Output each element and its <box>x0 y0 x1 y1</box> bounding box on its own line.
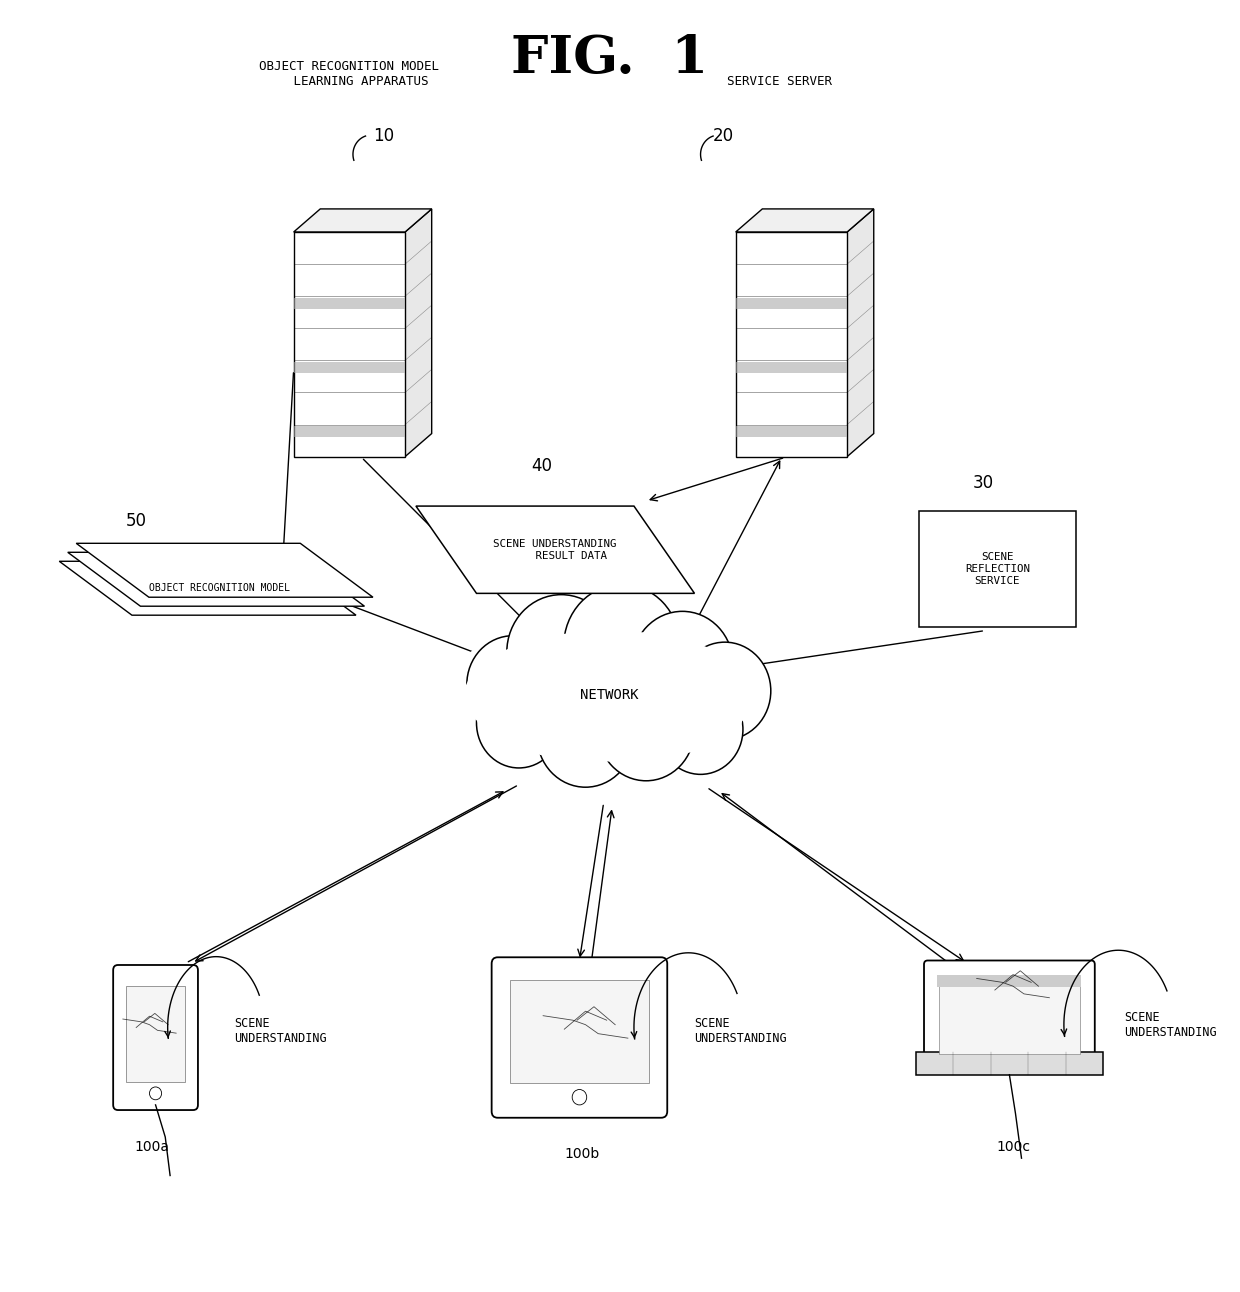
Ellipse shape <box>465 630 755 758</box>
FancyBboxPatch shape <box>491 957 667 1118</box>
Circle shape <box>631 611 733 720</box>
Text: 100c: 100c <box>996 1141 1030 1154</box>
Bar <box>294 297 405 309</box>
Polygon shape <box>405 209 432 456</box>
Circle shape <box>537 685 634 787</box>
Text: SCENE
UNDERSTANDING: SCENE UNDERSTANDING <box>234 1017 327 1045</box>
Text: 10: 10 <box>373 128 394 146</box>
Polygon shape <box>735 209 874 233</box>
Circle shape <box>678 642 771 740</box>
Circle shape <box>507 594 616 711</box>
Circle shape <box>476 678 562 767</box>
Circle shape <box>564 584 680 708</box>
Polygon shape <box>847 209 874 456</box>
Text: 40: 40 <box>531 457 552 475</box>
Bar <box>294 362 405 373</box>
Bar <box>735 233 847 456</box>
Text: SCENE
UNDERSTANDING: SCENE UNDERSTANDING <box>694 1017 787 1045</box>
FancyBboxPatch shape <box>924 960 1095 1068</box>
Polygon shape <box>294 209 432 233</box>
Circle shape <box>598 678 694 780</box>
Bar <box>915 1052 1104 1075</box>
Circle shape <box>658 685 743 774</box>
Text: SCENE
UNDERSTANDING: SCENE UNDERSTANDING <box>1125 1010 1218 1039</box>
Bar <box>937 974 1081 987</box>
Ellipse shape <box>476 672 743 761</box>
Text: SCENE
REFLECTION
SERVICE: SCENE REFLECTION SERVICE <box>965 553 1029 585</box>
Text: SERVICE SERVER: SERVICE SERVER <box>727 75 832 88</box>
Polygon shape <box>60 561 356 615</box>
Polygon shape <box>68 552 365 606</box>
Text: 30: 30 <box>973 474 994 492</box>
Bar <box>919 512 1076 627</box>
Circle shape <box>572 1089 587 1105</box>
Bar <box>939 977 1080 1054</box>
FancyBboxPatch shape <box>113 965 198 1110</box>
Bar <box>735 362 847 373</box>
Bar <box>510 981 649 1083</box>
Text: 100b: 100b <box>564 1146 599 1160</box>
Polygon shape <box>415 506 694 593</box>
Bar <box>735 426 847 438</box>
Text: OBJECT RECOGNITION MODEL
   LEARNING APPARATUS: OBJECT RECOGNITION MODEL LEARNING APPARA… <box>259 59 439 88</box>
Bar <box>294 233 405 456</box>
Bar <box>294 426 405 438</box>
Text: 100a: 100a <box>134 1141 170 1154</box>
Bar <box>735 297 847 309</box>
Circle shape <box>466 636 559 734</box>
Text: SCENE UNDERSTANDING
     RESULT DATA: SCENE UNDERSTANDING RESULT DATA <box>494 539 618 561</box>
Polygon shape <box>76 544 373 597</box>
Text: NETWORK: NETWORK <box>580 687 639 702</box>
Ellipse shape <box>453 607 768 774</box>
Bar <box>126 986 185 1081</box>
Text: OBJECT RECOGNITION MODEL: OBJECT RECOGNITION MODEL <box>149 583 290 593</box>
Text: 50: 50 <box>125 513 146 531</box>
Text: FIG.  1: FIG. 1 <box>511 32 708 84</box>
Circle shape <box>150 1087 161 1099</box>
Text: 20: 20 <box>713 128 734 146</box>
